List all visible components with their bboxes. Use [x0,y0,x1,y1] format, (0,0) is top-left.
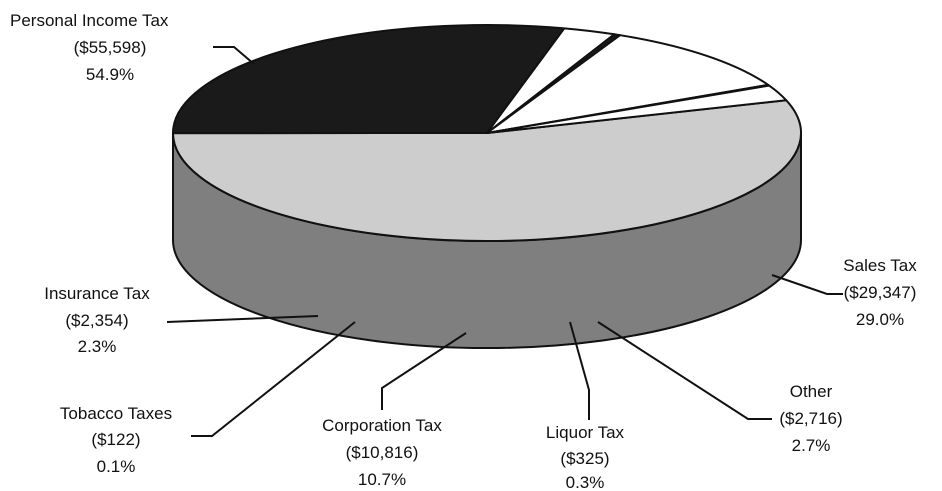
leader-line-liquor-tax [569,321,590,420]
slice-percent-liquor-tax: 0.3% [566,473,605,491]
slice-percent-corporation-tax: 10.7% [358,470,406,489]
slice-value-sales-tax: ($29,347) [844,283,917,302]
slice-name-sales-tax: Sales Tax [843,256,917,275]
slice-percent-tobacco-taxes: 0.1% [97,457,136,476]
slice-percent-sales-tax: 29.0% [856,310,904,329]
slice-top-corporation-tax [486,34,770,134]
slice-name-other: Other [790,382,833,401]
slice-top-insurance-tax [486,84,788,134]
slice-top-personal-income-tax [172,99,802,242]
leader-lines [166,46,843,437]
slice-value-tobacco-taxes: ($122) [91,430,140,449]
slice-percent-insurance-tax: 2.3% [78,337,117,356]
leader-line-corporation-tax [381,332,467,410]
label-tobacco-taxes: Tobacco Taxes ($122) 0.1% [60,404,172,476]
label-liquor-tax: Liquor Tax ($325) 0.3% [546,423,625,491]
leader-line-personal-income-tax [213,46,255,65]
slice-percent-other: 2.7% [792,436,831,455]
slice-name-tobacco-taxes: Tobacco Taxes [60,404,172,423]
leader-line-sales-tax [771,274,843,295]
label-other: Other ($2,716) 2.7% [779,382,842,455]
slice-value-personal-income-tax: ($55,598) [74,38,147,57]
leader-line-tobacco-taxes [191,321,356,437]
slice-value-other: ($2,716) [779,409,842,428]
slice-value-insurance-tax: ($2,354) [65,311,128,330]
slice-value-corporation-tax: ($10,816) [346,443,419,462]
pie-slices [171,24,802,350]
slice-name-personal-income-tax: Personal Income Tax [10,11,169,30]
slice-percent-personal-income-tax: 54.9% [86,65,134,84]
label-sales-tax: Sales Tax ($29,347) 29.0% [843,256,917,329]
slice-top-sales-tax [171,24,566,135]
label-corporation-tax: Corporation Tax ($10,816) 10.7% [322,416,442,489]
leader-line-other [597,321,772,420]
slice-name-corporation-tax: Corporation Tax [322,416,442,435]
label-insurance-tax: Insurance Tax ($2,354) 2.3% [44,284,150,356]
slice-name-insurance-tax: Insurance Tax [44,284,150,303]
label-personal-income-tax: Personal Income Tax ($55,598) 54.9% [10,11,169,84]
slice-name-liquor-tax: Liquor Tax [546,423,625,442]
leader-line-insurance-tax [166,315,319,323]
slice-value-liquor-tax: ($325) [560,449,609,468]
